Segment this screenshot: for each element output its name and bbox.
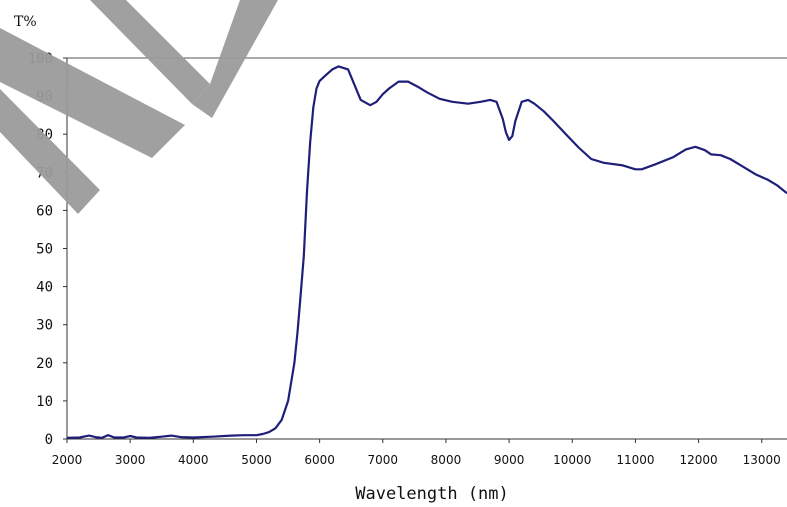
axes <box>66 57 787 440</box>
watermark-band <box>90 0 210 104</box>
series <box>66 65 787 439</box>
y-tick-label: 50 <box>36 242 53 258</box>
x-tick-label: 10000 <box>553 453 591 467</box>
x-tick-label: 13000 <box>743 453 781 467</box>
watermark <box>0 0 278 214</box>
x-tick-label: 12000 <box>679 453 717 467</box>
x-tick-label: 4000 <box>178 453 209 467</box>
y-tick-label: 30 <box>36 318 53 334</box>
y-tick-label: 60 <box>36 203 53 219</box>
x-tick-label: 3000 <box>115 453 146 467</box>
y-tick-label: 10 <box>36 394 53 410</box>
x-tick-label: 7000 <box>368 453 399 467</box>
y-tick-label: 20 <box>36 356 53 372</box>
y-tick-label: 0 <box>45 432 53 448</box>
y-axis-label: T% <box>14 14 37 30</box>
watermark-band <box>0 28 185 158</box>
x-tick-label: 6000 <box>304 453 335 467</box>
x-tick-label: 8000 <box>431 453 462 467</box>
x-tick-label: 9000 <box>494 453 525 467</box>
x-tick-label: 2000 <box>52 453 83 467</box>
watermark-band <box>192 0 278 118</box>
watermark-band <box>0 89 100 214</box>
x-axis-label: Wavelength (nm) <box>355 484 509 504</box>
x-tick-label: 5000 <box>241 453 272 467</box>
transmittance-line <box>66 65 787 439</box>
x-tick-label: 11000 <box>616 453 654 467</box>
y-tick-label: 40 <box>36 280 53 296</box>
